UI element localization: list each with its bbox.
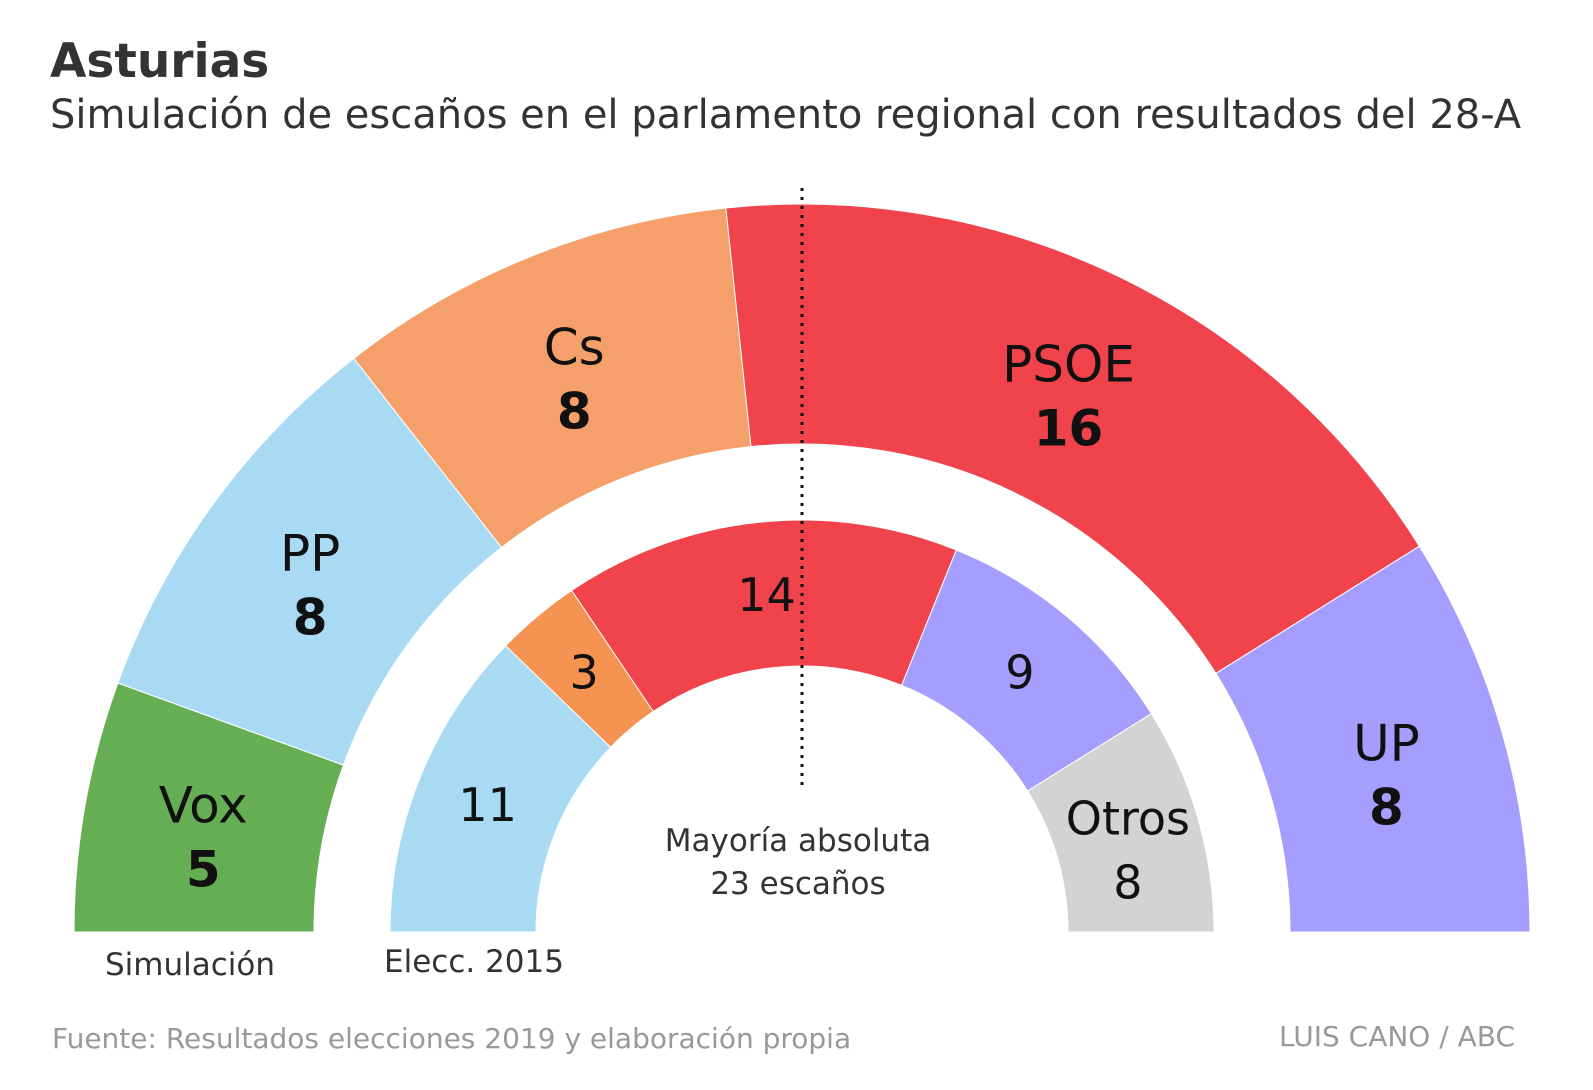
inner-label-seats-seg-3: 9: [1005, 645, 1034, 699]
source-note: Fuente: Resultados elecciones 2019 y ela…: [52, 1022, 852, 1055]
outer-ring-label: Simulación: [105, 947, 275, 983]
outer-label-seats-pp: 8: [293, 589, 328, 647]
inner-label-seats-seg-2: 14: [737, 568, 796, 622]
chart-subtitle: Simulación de escaños en el parlamento r…: [50, 92, 1522, 138]
inner-ring-2015: [389, 519, 1215, 933]
inner-label-seats-seg-0: 11: [458, 778, 517, 832]
inner-ring-label: Elecc. 2015: [384, 944, 564, 980]
outer-label-name-psoe: PSOE: [1002, 336, 1135, 394]
inner-label-seats-otros: 8: [1113, 856, 1142, 910]
inner-label-seats-seg-1: 3: [569, 645, 598, 699]
outer-label-name-up: UP: [1353, 714, 1420, 772]
outer-slice-up: [1215, 545, 1531, 933]
credit-note: LUIS CANO / ABC: [1279, 1020, 1515, 1053]
outer-label-seats-vox: 5: [186, 840, 221, 898]
outer-ring-simulacion: [73, 203, 1531, 933]
chart-title: Asturias: [50, 34, 270, 89]
outer-slice-psoe: [725, 203, 1421, 675]
outer-label-seats-psoe: 16: [1034, 400, 1104, 458]
majority-label-line1: Mayoría absoluta: [665, 823, 931, 859]
slice-labels: Vox 5 PP 8 Cs 8 PSOE 16 UP 8 11 3 14 9 Otros 8: [159, 318, 1420, 909]
outer-label-name-cs: Cs: [544, 318, 605, 376]
majority-label-line2: 23 escaños: [710, 866, 885, 902]
outer-label-name-vox: Vox: [159, 776, 248, 834]
outer-label-name-pp: PP: [280, 525, 340, 583]
outer-label-seats-cs: 8: [557, 382, 592, 440]
outer-label-seats-up: 8: [1369, 778, 1404, 836]
inner-slice-otros: [1026, 712, 1215, 933]
inner-label-name-otros: Otros: [1066, 792, 1190, 846]
